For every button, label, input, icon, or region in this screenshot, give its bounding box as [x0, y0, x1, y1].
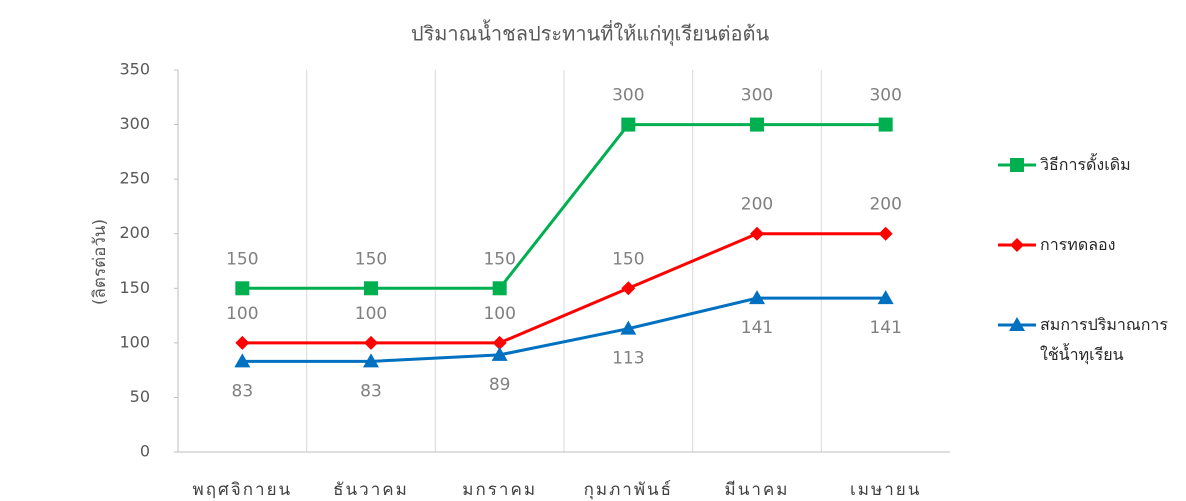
- marker: [1010, 158, 1024, 172]
- data-label: 150: [355, 249, 387, 269]
- series-line: [242, 296, 886, 363]
- marker: [491, 346, 508, 361]
- marker: [877, 290, 894, 305]
- marker: [750, 117, 764, 132]
- y-tick-label: 250: [119, 169, 150, 188]
- marker: [620, 320, 637, 335]
- y-axis-label: (ลิตรต่อวัน): [90, 219, 110, 305]
- marker: [364, 335, 378, 350]
- data-label: 150: [483, 249, 515, 269]
- marker: [749, 290, 765, 305]
- x-tick-label: มกราคม: [462, 480, 537, 500]
- data-label: 150: [226, 249, 258, 269]
- chart-title: ปริมาณน้ำชลประทานที่ให้แก่ทุเรียนต่อต้น: [411, 20, 770, 47]
- y-tick-label: 300: [119, 114, 150, 133]
- data-label: 200: [869, 195, 901, 215]
- y-tick-label: 350: [119, 60, 150, 79]
- marker: [1010, 238, 1024, 252]
- data-label: 113: [612, 349, 644, 369]
- data-label: 300: [612, 86, 644, 106]
- marker: [621, 281, 636, 296]
- data-label: 150: [612, 249, 644, 269]
- y-tick-label: 150: [119, 278, 150, 297]
- data-label: 141: [741, 318, 773, 338]
- data-label: 200: [741, 195, 773, 215]
- marker: [621, 117, 636, 132]
- marker: [234, 353, 251, 368]
- data-label: 83: [360, 381, 382, 401]
- legend-label: วิธีการดั้งเดิม: [1040, 155, 1131, 174]
- x-tick-label: กุมภาพันธ์: [584, 480, 673, 500]
- x-tick-label: เมษายน: [850, 480, 921, 500]
- y-tick-label: 0: [140, 442, 150, 461]
- marker: [235, 335, 250, 350]
- marker: [364, 281, 378, 296]
- data-label: 141: [869, 318, 901, 338]
- marker: [492, 335, 507, 350]
- legend-label: การทดลอง: [1040, 235, 1116, 254]
- x-tick-label: มีนาคม: [725, 480, 790, 500]
- data-label: 83: [232, 381, 254, 401]
- marker: [1009, 317, 1025, 331]
- x-tick-label: พฤศจิกายน: [192, 480, 292, 500]
- y-tick-label: 50: [130, 387, 150, 406]
- data-label: 89: [489, 375, 511, 395]
- data-label: 300: [869, 86, 901, 106]
- y-tick-label: 200: [119, 223, 150, 242]
- marker: [878, 226, 893, 241]
- marker: [235, 281, 250, 296]
- data-label: 300: [741, 86, 773, 106]
- marker: [363, 353, 379, 368]
- marker: [878, 117, 893, 132]
- data-label: 100: [355, 304, 387, 324]
- data-label: 100: [226, 304, 258, 324]
- data-label: 100: [483, 304, 515, 324]
- y-tick-label: 100: [119, 332, 150, 351]
- x-tick-label: ธันวาคม: [333, 480, 409, 500]
- series-line: [242, 232, 886, 345]
- series-line: [242, 123, 886, 290]
- marker: [750, 226, 764, 241]
- marker: [492, 281, 507, 296]
- legend-label: สมการปริมาณการใช้น้ำทุเรียน: [1040, 315, 1168, 364]
